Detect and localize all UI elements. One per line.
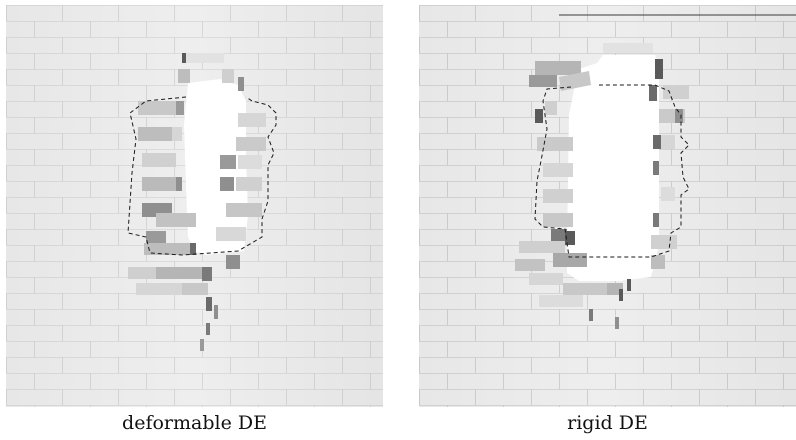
displaced-bricks-right — [216, 113, 266, 241]
wall-opening — [567, 55, 659, 281]
caption-rigid-de: rigid DE — [567, 412, 648, 434]
caption-deformable-de: deformable DE — [122, 412, 267, 434]
initial-opening-outline — [127, 96, 277, 256]
initial-opening-outline — [534, 84, 690, 258]
displaced-bricks-lower — [128, 243, 240, 351]
displaced-bricks-upper — [529, 43, 689, 101]
rigid-de-wall-image — [419, 5, 796, 407]
rigid-de-wall-panel — [419, 5, 796, 407]
displaced-bricks-upper — [178, 53, 244, 91]
displaced-bricks-left — [138, 101, 196, 243]
deformable-de-wall-image — [6, 5, 383, 407]
deformable-de-wall-panel — [6, 5, 383, 407]
displaced-bricks-left — [535, 101, 575, 245]
